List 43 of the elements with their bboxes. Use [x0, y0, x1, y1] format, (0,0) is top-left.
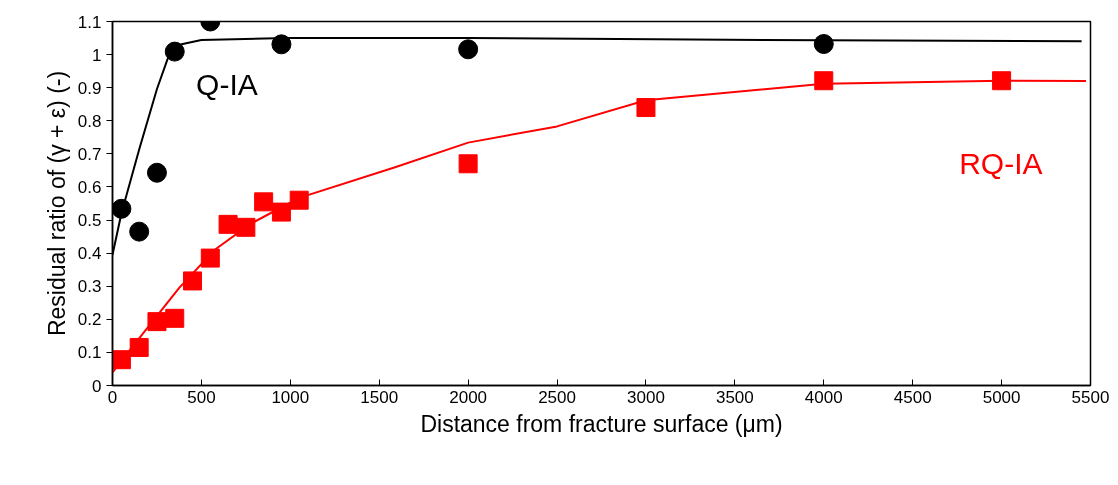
point — [271, 34, 292, 55]
y-tick-label: 0.8 — [77, 111, 102, 131]
y-tick-label: 0.7 — [77, 144, 102, 164]
y-tick-label: 0.1 — [77, 343, 102, 363]
x-tick-label: 1000 — [271, 387, 310, 407]
x-axis-title: Distance from fracture surface (μm) — [420, 410, 783, 437]
x-tick-label: 500 — [187, 387, 216, 407]
point — [200, 248, 220, 268]
y-tick-label: 0.4 — [77, 244, 102, 264]
x-tick-label: 3500 — [715, 387, 754, 407]
x-tick-label: 2000 — [449, 387, 488, 407]
point — [814, 71, 834, 91]
point — [254, 192, 274, 212]
point — [236, 217, 256, 237]
y-tick-label: 1 — [92, 45, 102, 65]
point — [458, 154, 478, 174]
series-label: Q-IA — [196, 67, 258, 101]
point — [271, 202, 291, 222]
x-tick-label: 5000 — [982, 387, 1021, 407]
y-tick-label: 1.1 — [77, 12, 102, 32]
point — [129, 337, 149, 357]
y-tick-label: 0.5 — [77, 211, 102, 231]
x-tick-label: 1500 — [360, 387, 399, 407]
x-tick-label: 5500 — [1071, 387, 1110, 407]
x-tick-label: 4500 — [893, 387, 932, 407]
point — [183, 271, 203, 291]
point — [165, 308, 185, 328]
text: RQ-IA — [959, 147, 1043, 181]
x-tick-label: 2500 — [538, 387, 576, 407]
point — [218, 214, 238, 234]
y-axis-title: Residual ratio of (γ + ε) (-) — [43, 70, 70, 337]
y-tick-label: 0.3 — [77, 277, 102, 297]
y-tick-label: 0.2 — [77, 310, 102, 330]
x-tick-label: 3000 — [627, 387, 665, 407]
point — [146, 162, 167, 183]
point — [129, 221, 150, 242]
point — [458, 39, 479, 60]
x-tick-label: 0 — [107, 387, 118, 407]
point — [636, 98, 656, 118]
x-tick-label: 4000 — [804, 387, 843, 407]
y-tick-label: 0.6 — [77, 177, 102, 197]
point — [992, 71, 1012, 91]
y-tick-label: 0.9 — [77, 78, 102, 98]
